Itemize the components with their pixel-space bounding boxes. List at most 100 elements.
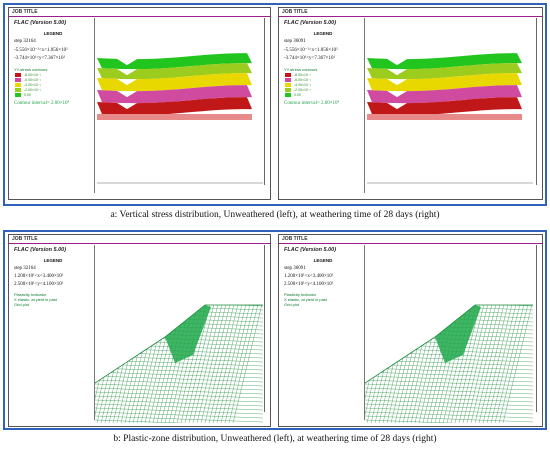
yield-zone <box>165 305 211 363</box>
contour-value: -8.00×10⁻¹ <box>294 72 311 77</box>
contour-label: YY-stress contours <box>14 67 48 72</box>
contour-value: -4.00×10⁻¹ <box>294 82 311 87</box>
flac-window-unweathered-stress: JOB TITLE FLAC (Version 5.00) LEGEND ste… <box>8 7 271 200</box>
contour-value: 0.00 <box>294 92 301 97</box>
contour-value: -6.00×10⁻¹ <box>24 77 41 82</box>
contour-legend: -8.00×10⁻¹ -6.00×10⁻¹ -4.00×10⁻¹ -2.00×10⁻¹… <box>282 72 364 97</box>
stress-band <box>367 73 522 92</box>
contour-legend: -8.00×10⁻¹ -6.00×10⁻¹ -4.00×10⁻¹ -2.00×10⁻¹… <box>12 72 94 97</box>
flac-window-unweathered-plastic: JOB TITLE FLAC (Version 5.00) LEGEND ste… <box>8 234 271 427</box>
legend-title: LEGEND <box>43 258 63 263</box>
flac-window-weathered-stress: JOB TITLE FLAC (Version 5.00) LEGEND ste… <box>278 7 543 200</box>
stress-band <box>97 63 252 80</box>
contour-interval: Contour interval= 2.00×10⁴ <box>14 101 70 106</box>
stress-band <box>97 53 252 70</box>
job-title-bar: JOB TITLE <box>279 8 542 17</box>
x-range-label: 1.200×10¹<x<3.400×10¹ <box>14 274 64 279</box>
contour-legend-row: -8.00×10⁻¹ <box>15 72 94 77</box>
y-range-label: -3.744×10¹<y<7.367×10¹ <box>14 56 65 61</box>
contour-legend-row: -4.00×10⁻¹ <box>15 82 94 87</box>
contour-interval: Contour interval= 2.00×10⁴ <box>284 101 340 106</box>
contour-swatch <box>285 72 291 77</box>
x-range-label: 1.200×10¹<x<3.400×10¹ <box>284 274 334 279</box>
contour-swatch <box>15 77 21 82</box>
stress-band <box>367 114 522 120</box>
caption-plastic-zone: b: Plastic-zone distribution, Unweathere… <box>113 434 437 444</box>
y-axis-line <box>536 18 537 185</box>
legend-title: LEGEND <box>313 31 333 36</box>
y-range-label: -3.744×10¹<y<7.367×10¹ <box>284 56 335 61</box>
stress-band <box>367 85 522 104</box>
stress-band <box>97 97 252 116</box>
y-axis-line <box>264 245 265 412</box>
contour-legend-row: -6.00×10⁻¹ <box>15 77 94 82</box>
contour-value: 0.00 <box>24 92 31 97</box>
legend-title: LEGEND <box>313 258 333 263</box>
contour-legend-row: -2.00×10⁻¹ <box>285 87 364 92</box>
slope-surface <box>95 304 263 384</box>
vertical-stress-figure: JOB TITLE FLAC (Version 5.00) LEGEND ste… <box>3 3 547 206</box>
job-title-bar: JOB TITLE <box>9 235 270 244</box>
contour-swatch <box>285 87 291 92</box>
contour-legend-row: 0.00 <box>15 92 94 97</box>
contour-swatch <box>285 92 291 97</box>
legend-panel: FLAC (Version 5.00) LEGEND step 36091 1.… <box>282 245 365 420</box>
contour-legend-row: -2.00×10⁻¹ <box>15 87 94 92</box>
contour-swatch <box>285 77 291 82</box>
stress-contour-plot <box>97 53 263 184</box>
contour-legend-row: 0.00 <box>285 92 364 97</box>
program-label: FLAC (Version 5.00) <box>284 20 337 26</box>
x-range-label: -5.556×10⁻¹<x<1.056×10² <box>284 48 338 53</box>
grid-plot-label: Grid plot <box>14 302 30 307</box>
stress-contour-plot <box>367 53 533 184</box>
plasticity-label: Plasticity Indicator <box>14 292 47 297</box>
contour-legend-row: -8.00×10⁻¹ <box>285 72 364 77</box>
step-label: step 32164 <box>14 266 36 271</box>
contour-swatch <box>15 72 21 77</box>
caption-vertical-stress: a: Vertical stress distribution, Unweath… <box>110 210 440 220</box>
legend-panel: FLAC (Version 5.00) LEGEND step 32164 -5… <box>12 18 95 193</box>
plastic-zone-mesh <box>95 304 263 423</box>
plasticity-detail: X elastic, at yield in past <box>284 297 327 302</box>
job-title-bar: JOB TITLE <box>9 8 270 17</box>
plastic-zone-figure: JOB TITLE FLAC (Version 5.00) LEGEND ste… <box>3 230 547 430</box>
legend-panel: FLAC (Version 5.00) LEGEND step 32164 1.… <box>12 245 95 420</box>
contour-swatch <box>15 87 21 92</box>
contour-value: -2.00×10⁻¹ <box>294 87 311 92</box>
contour-value: -2.00×10⁻¹ <box>24 87 41 92</box>
y-range-label: 2.500×10¹<y<4.100×10¹ <box>14 282 64 287</box>
y-axis-line <box>536 245 537 412</box>
legend-title: LEGEND <box>43 31 63 36</box>
mesh-grid <box>365 305 533 423</box>
plasticity-detail: X elastic, at yield in past <box>14 297 57 302</box>
grid-plot-label: Grid plot <box>284 302 300 307</box>
y-range-label: 2.500×10¹<y<4.100×10¹ <box>284 282 334 287</box>
stress-band <box>97 114 252 120</box>
step-label: step 32164 <box>14 39 36 44</box>
contour-value: -6.00×10⁻¹ <box>294 77 311 82</box>
contour-swatch <box>15 92 21 97</box>
contour-legend-row: -6.00×10⁻¹ <box>285 77 364 82</box>
step-label: step 36091 <box>284 39 306 44</box>
stress-band <box>97 85 252 104</box>
stress-band <box>367 63 522 80</box>
plasticity-label: Plasticity Indicator <box>284 292 317 297</box>
x-range-label: -5.556×10⁻¹<x<1.056×10² <box>14 48 68 53</box>
contour-swatch <box>285 82 291 87</box>
slope-surface <box>365 304 533 384</box>
yield-zone <box>435 305 481 363</box>
plastic-zone-mesh <box>365 304 533 423</box>
contour-value: -8.00×10⁻¹ <box>24 72 41 77</box>
contour-legend-row: -4.00×10⁻¹ <box>285 82 364 87</box>
step-label: step 36091 <box>284 266 306 271</box>
contour-swatch <box>15 82 21 87</box>
mesh-grid <box>95 305 263 423</box>
stress-band <box>367 53 522 70</box>
program-label: FLAC (Version 5.00) <box>14 247 67 253</box>
contour-label: YY-stress contours <box>284 67 318 72</box>
legend-panel: FLAC (Version 5.00) LEGEND step 36091 -5… <box>282 18 365 193</box>
flac-window-weathered-plastic: JOB TITLE FLAC (Version 5.00) LEGEND ste… <box>278 234 543 427</box>
stress-band <box>97 73 252 92</box>
program-label: FLAC (Version 5.00) <box>14 20 67 26</box>
y-axis-line <box>264 18 265 185</box>
